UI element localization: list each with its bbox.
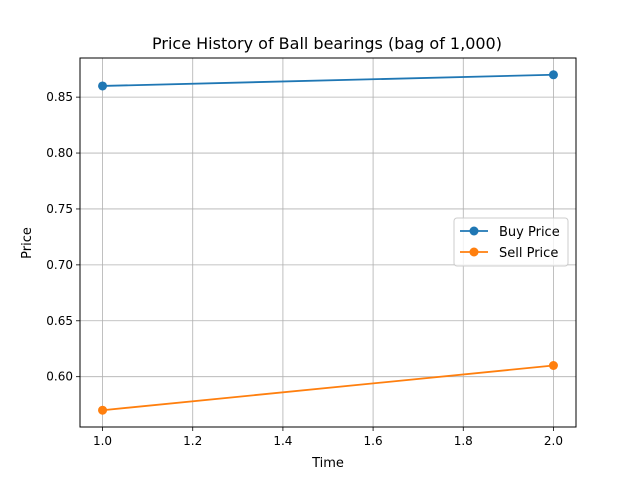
y-tick-label: 0.85 xyxy=(46,90,73,104)
x-tick-label: 1.2 xyxy=(183,434,202,448)
legend-buy-label: Buy Price xyxy=(499,225,560,240)
legend-box xyxy=(453,217,569,267)
y-tick-label: 0.75 xyxy=(46,202,73,216)
y-axis-label: Price xyxy=(20,227,35,259)
x-tick-label: 1.6 xyxy=(364,434,383,448)
y-tick-label: 0.60 xyxy=(46,370,73,384)
x-tick-label: 1.0 xyxy=(93,434,112,448)
series-group xyxy=(98,70,558,415)
x-axis-label: Time xyxy=(311,456,344,471)
legend-buy-marker xyxy=(469,226,479,236)
x-tick-label: 1.4 xyxy=(273,434,292,448)
y-tick-label: 0.65 xyxy=(46,314,73,328)
data-point-1-1 xyxy=(548,361,558,370)
legend-sell-label: Sell Price xyxy=(499,246,558,261)
data-point-0-0 xyxy=(98,81,108,91)
chart-title: Price History of Ball bearings (bag of 1… xyxy=(152,34,502,53)
grid xyxy=(80,58,576,427)
x-tick-label: 1.8 xyxy=(454,434,473,448)
y-tick-label: 0.80 xyxy=(46,146,73,160)
y-tick-label: 0.70 xyxy=(46,258,73,272)
series-line-1 xyxy=(102,364,554,412)
plot-frame xyxy=(79,57,577,428)
series-line-0 xyxy=(102,73,554,87)
legend-sell-marker xyxy=(469,247,479,257)
x-tick-label: 2.0 xyxy=(544,434,563,448)
data-point-1-0 xyxy=(98,405,108,415)
data-point-0-1 xyxy=(548,70,558,80)
axis-ticks: 1.0 1.2 1.4 1.6 1.8 2.0 0.60 0.65 0.70 0.75 0.80 0.… xyxy=(46,90,563,448)
legend: Buy Price Sell Price xyxy=(453,217,569,267)
